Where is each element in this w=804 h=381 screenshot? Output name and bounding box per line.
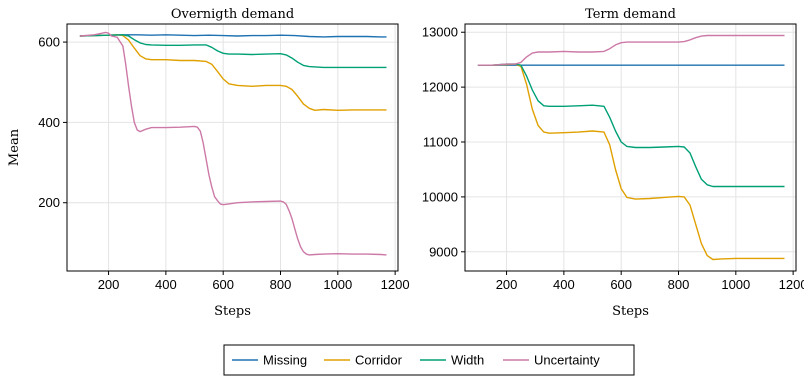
series-line-uncertainty: [477, 34, 785, 66]
series-line-width: [79, 34, 387, 69]
y-tick-label: 12000: [422, 80, 458, 95]
axes-frame: [66, 23, 399, 272]
x-tick-label: 200: [98, 277, 120, 292]
legend-label-missing: Missing: [263, 353, 307, 368]
legend: Missing Corridor Width Uncertainty: [223, 344, 635, 376]
y-tick-label: 10000: [422, 189, 458, 204]
y-tick-label: 200: [38, 195, 60, 210]
y-tick-label: 11000: [423, 135, 458, 150]
series-line-width: [477, 63, 785, 188]
x-axis-label: Steps: [214, 304, 251, 319]
x-tick-label: 1200: [779, 277, 804, 292]
x-tick-label: 1200: [381, 277, 410, 292]
x-tick-label: 400: [155, 277, 177, 292]
series-line-corridor: [477, 63, 785, 261]
x-tick-label: 400: [553, 277, 575, 292]
x-tick-label: 600: [212, 277, 234, 292]
chart-title: Overnigth demand: [171, 7, 294, 22]
x-tick-label: 1000: [323, 277, 352, 292]
series-line-corridor: [79, 34, 387, 112]
x-tick-label: 800: [270, 277, 292, 292]
x-tick-label: 800: [668, 277, 690, 292]
x-tick-label: 600: [610, 277, 632, 292]
legend-label-corridor: Corridor: [355, 353, 403, 368]
y-axis-label: Mean: [7, 128, 22, 166]
x-axis-label: Steps: [612, 304, 649, 319]
series-line-missing: [79, 34, 387, 38]
y-tick-label: 9000: [429, 244, 458, 259]
series-line-uncertainty: [79, 31, 387, 256]
x-tick-label: 200: [496, 277, 518, 292]
y-tick-label: 600: [38, 35, 60, 50]
chart-title: Term demand: [585, 7, 676, 22]
legend-label-uncertainty: Uncertainty: [534, 353, 600, 368]
panel-overnight-demand: 200 400 600 800 1000 1200 200 400 600 Overnigth d…: [7, 7, 410, 319]
x-tick-label: 1000: [721, 277, 750, 292]
legend-label-width: Width: [451, 353, 484, 368]
y-tick-label: 13000: [422, 25, 458, 40]
axes-frame: [464, 23, 797, 272]
panel-term-demand: 200 400 600 800 1000 1200 9000 10000 11000 12000 1…: [422, 7, 804, 319]
y-tick-label: 400: [38, 115, 60, 130]
